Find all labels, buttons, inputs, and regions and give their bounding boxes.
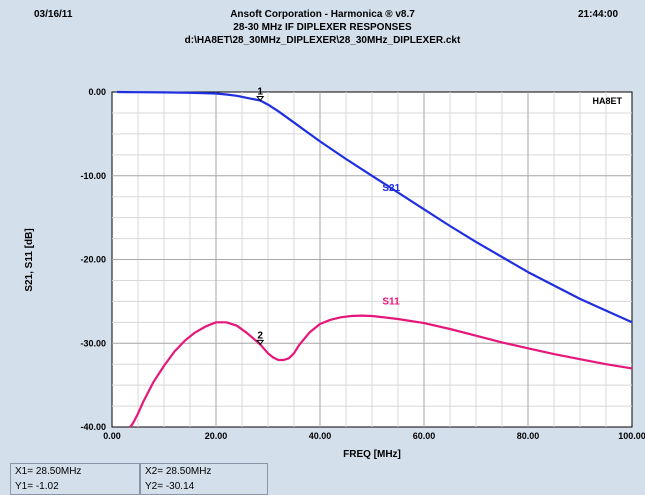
y-axis-label: S21, S11 [dB] [24,228,35,291]
x-tick-labels: 0.00 20.00 40.00 60.00 80.00 100.00 [103,431,645,441]
readout-y1: Y1= -1.02 [15,481,59,492]
header-date: 03/16/11 [34,9,73,20]
series-label-s21: S21 [382,183,400,194]
circuit-file-path: d:\HA8ET\28_30MHz_DIPLEXER\28_30MHz_DIPL… [184,35,461,46]
y-tick-labels: 0.00 -10.00 -20.00 -30.00 -40.00 [80,87,106,432]
marker-readout-1: X1= 28.50MHz Y1= -1.02 [10,463,140,495]
marker-1-symbol [256,96,265,102]
y-tick-label: 0.00 [88,87,106,97]
x-tick-label: 100.00 [618,431,645,441]
y-tick-label: -30.00 [80,338,106,348]
series-labels: S21 S11 [382,183,400,308]
x-axis-label: FREQ [MHz] [343,449,401,460]
marker-2-symbol [256,339,265,346]
series-lines [117,90,633,428]
header-software-title: Ansoft Corporation - Harmonica ® v8.7 [230,9,415,20]
readout-x2: X2= 28.50MHz [145,466,212,477]
header-time: 21:44:00 [578,9,619,20]
y-tick-label: -20.00 [80,255,106,265]
x-tick-label: 60.00 [413,431,436,441]
series-line-s11 [129,314,633,428]
series-line-s21 [117,90,633,324]
x-tick-label: 20.00 [205,431,228,441]
readout-x1: X1= 28.50MHz [15,466,82,477]
y-tick-label: -10.00 [80,171,106,181]
series-label-s11: S11 [382,297,400,308]
marker-2-label: 2 [257,330,263,341]
y-tick-label: -40.00 [80,422,106,432]
marker-1-label: 1 [257,87,263,98]
readout-y2: Y2= -30.14 [145,481,195,492]
x-tick-label: 40.00 [309,431,332,441]
annotation-callsign: HA8ET [592,96,622,106]
markers: 12 [256,87,265,346]
x-tick-label: 0.00 [103,431,121,441]
marker-readout-2: X2= 28.50MHz Y2= -30.14 [140,463,268,495]
chart-title: 28-30 MHz IF DIPLEXER RESPONSES [233,22,412,33]
x-tick-label: 80.00 [517,431,540,441]
